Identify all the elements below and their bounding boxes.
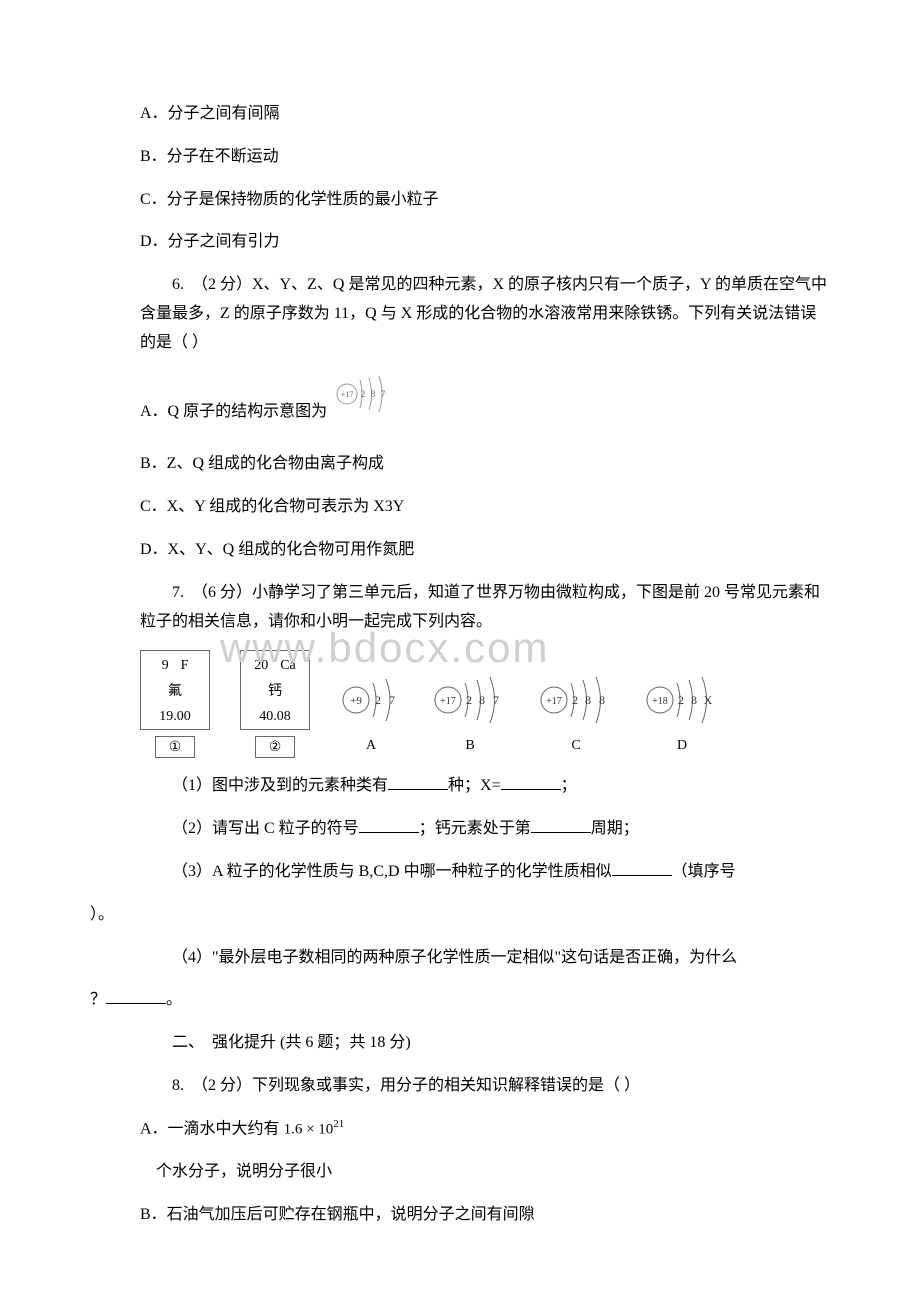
- q7-sub3b: （填序号: [672, 863, 736, 880]
- card1-mass: 19.00: [159, 704, 191, 729]
- q8-option-a: A．一滴水中大约有 1.6 × 1021: [140, 1115, 830, 1144]
- atom-d-label: D: [677, 733, 687, 758]
- atom-c-shell-3: 8: [599, 693, 605, 707]
- q7-sub2c: 周期；: [591, 820, 639, 837]
- q6-nucleus: +17: [341, 390, 354, 399]
- q7-sub3: （3）A 粒子的化学性质与 B,C,D 中哪一种粒子的化学性质相似 （填序号: [140, 858, 830, 887]
- q6-atom-diagram: +17 2 8 7: [335, 372, 391, 427]
- q7-sub1a: （1）图中涉及到的元素种类有: [172, 777, 388, 794]
- atom-c-shell-2: 8: [585, 693, 591, 707]
- q7-sub4b: ？: [90, 991, 106, 1008]
- q6-option-b: B．Z、Q 组成的化合物由离子构成: [140, 450, 830, 479]
- q7-sub2b: ；钙元素处于第: [419, 820, 531, 837]
- card1-name: 氟: [168, 679, 182, 704]
- q6-option-c: C．X、Y 组成的化合物可表示为 X3Y: [140, 493, 830, 522]
- atom-a-label: A: [366, 733, 376, 758]
- card1-num: 9: [162, 653, 169, 678]
- q7-sub2a: （2）请写出 C 粒子的符号: [172, 820, 359, 837]
- section-2-title: 二、 强化提升 (共 6 题；共 18 分): [140, 1029, 830, 1058]
- q7-sub4-cont: ？。: [90, 986, 830, 1015]
- blank[interactable]: [359, 817, 419, 833]
- q7-sub3-cont: ）。: [90, 901, 830, 930]
- q8-opta-exp: 21: [333, 1118, 344, 1130]
- q7-sub3a: （3）A 粒子的化学性质与 B,C,D 中哪一种粒子的化学性质相似: [172, 863, 612, 880]
- card2-label: ②: [255, 736, 295, 758]
- atom-c-shell-1: 2: [572, 693, 578, 707]
- q6-stem: 6. （2 分）X、Y、Z、Q 是常见的四种元素，X 的原子核内只有一个质子，Y…: [140, 271, 830, 357]
- atom-b-nucleus: +17: [440, 696, 456, 707]
- q7-sub2: （2）请写出 C 粒子的符号 ；钙元素处于第 周期；: [140, 815, 830, 844]
- q8-opta-num: 1.6 × 10: [284, 1121, 334, 1137]
- q8-opta-pre: A．一滴水中大约有: [140, 1120, 280, 1137]
- q7-sub1c: ；: [561, 777, 577, 794]
- blank[interactable]: [106, 988, 166, 1004]
- card2-name: 钙: [268, 679, 282, 704]
- q7-sub1: （1）图中涉及到的元素种类有 种；X= ；: [140, 772, 830, 801]
- atom-a-nucleus: +9: [350, 695, 362, 707]
- q6-shell-1: 2: [361, 389, 366, 399]
- element-card-2: 20 Ca 钙 40.08 ②: [240, 650, 310, 758]
- q6-option-d: D．X、Y、Q 组成的化合物可用作氮肥: [140, 536, 830, 565]
- atom-b-shell-3: 7: [493, 693, 499, 707]
- q5-option-a: A．分子之间有间隔: [140, 100, 830, 129]
- q6-option-a-text: A．Q 原子的结构示意图为: [140, 398, 327, 427]
- card2-sym: Ca: [280, 653, 296, 678]
- q7-sub4c: 。: [166, 991, 182, 1008]
- blank[interactable]: [531, 817, 591, 833]
- atom-d: +18 2 8 X D: [644, 673, 720, 758]
- blank[interactable]: [388, 774, 448, 790]
- q8-stem: 8. （2 分）下列现象或事实，用分子的相关知识解释错误的是（ ）: [140, 1072, 830, 1101]
- atom-c: +17 2 8 8 C: [538, 673, 614, 758]
- atom-b-shell-2: 8: [479, 693, 485, 707]
- atom-d-shell-1: 2: [678, 693, 684, 707]
- q6-option-a: A．Q 原子的结构示意图为 +17 2 8 7: [140, 372, 830, 427]
- atom-d-shell-3: X: [704, 693, 713, 707]
- element-card-1: 9 F 氟 19.00 ①: [140, 650, 210, 758]
- q7-sub3c: ）。: [90, 906, 114, 923]
- q5-option-b: B．分子在不断运动: [140, 143, 830, 172]
- card1-sym: F: [181, 653, 189, 678]
- atom-a-shell-2: 7: [389, 693, 395, 707]
- q6-shell-2: 8: [371, 389, 376, 399]
- blank[interactable]: [612, 860, 672, 876]
- q7-sub4a: （4）"最外层电子数相同的两种原子化学性质一定相似"这句话是否正确，为什么: [172, 949, 737, 966]
- q5-option-d: D．分子之间有引力: [140, 228, 830, 257]
- card2-mass: 40.08: [259, 704, 291, 729]
- q7-stem: 7. （6 分）小静学习了第三单元后，知道了世界万物由微粒构成，下图是前 20 …: [140, 579, 830, 637]
- q7-sub1b: 种；X=: [448, 777, 501, 794]
- atom-c-label: C: [571, 733, 580, 758]
- q7-sub4: （4）"最外层电子数相同的两种原子化学性质一定相似"这句话是否正确，为什么: [140, 944, 830, 973]
- atom-d-nucleus: +18: [652, 696, 668, 707]
- q6-shell-3: 7: [381, 389, 386, 399]
- q7-figure: www.bdocx.com 9 F 氟 19.00 ① 20 Ca 钙 40.0…: [140, 650, 830, 758]
- q8-stem-text: 8. （2 分）下列现象或事实，用分子的相关知识解释错误的是（ ）: [172, 1077, 640, 1094]
- atom-a-shell-1: 2: [375, 693, 381, 707]
- q8-option-b: B．石油气加压后可贮存在钢瓶中，说明分子之间有间隙: [140, 1201, 830, 1230]
- atom-a: +9 2 7 A: [340, 673, 402, 758]
- q8-option-a-post: 个水分子，说明分子很小: [140, 1158, 830, 1187]
- card1-label: ①: [155, 736, 195, 758]
- q5-option-c: C．分子是保持物质的化学性质的最小粒子: [140, 186, 830, 215]
- q6-stem-text: 6. （2 分）X、Y、Z、Q 是常见的四种元素，X 的原子核内只有一个质子，Y…: [140, 276, 827, 351]
- q7-stem-text: 7. （6 分）小静学习了第三单元后，知道了世界万物由微粒构成，下图是前 20 …: [140, 584, 820, 630]
- atom-b-shell-1: 2: [466, 693, 472, 707]
- card2-num: 20: [254, 653, 268, 678]
- atom-b-label: B: [465, 733, 474, 758]
- atom-c-nucleus: +17: [546, 696, 562, 707]
- atom-d-shell-2: 8: [691, 693, 697, 707]
- blank[interactable]: [501, 774, 561, 790]
- atom-b: +17 2 8 7 B: [432, 673, 508, 758]
